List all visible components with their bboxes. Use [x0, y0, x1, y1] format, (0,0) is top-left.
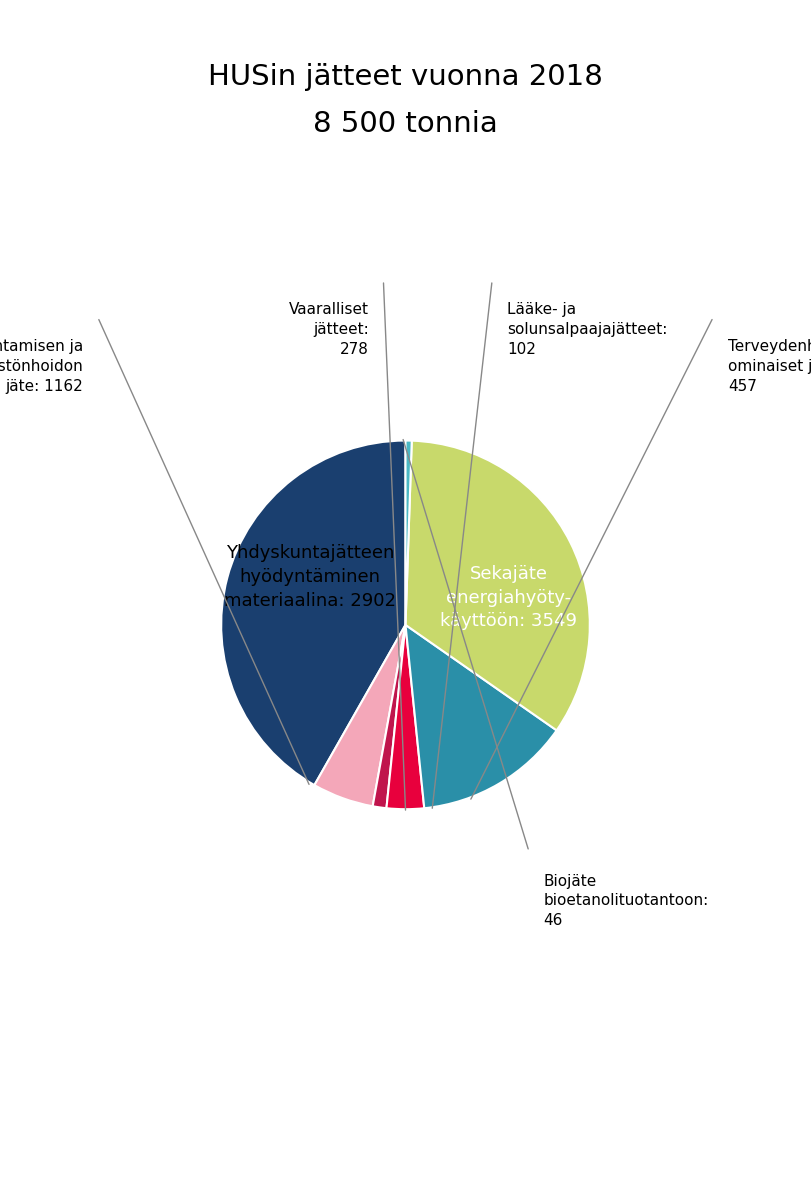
Wedge shape [315, 625, 406, 806]
Wedge shape [387, 625, 424, 809]
Text: HUSin jätteet vuonna 2018: HUSin jätteet vuonna 2018 [208, 62, 603, 91]
Text: Lääke- ja
solunsalpaajajätteet:
102: Lääke- ja solunsalpaajajätteet: 102 [507, 302, 667, 357]
Text: Terveydenhuollolle
ominaiset jätteet:
457: Terveydenhuollolle ominaiset jätteet: 45… [728, 340, 811, 394]
Text: Rakentamisen ja
kiinteistönhoidon
jäte: 1162: Rakentamisen ja kiinteistönhoidon jäte: … [0, 340, 83, 394]
Wedge shape [373, 625, 406, 808]
Text: Biojäte
bioetanolituotantoon:
46: Biojäte bioetanolituotantoon: 46 [543, 874, 709, 928]
Text: 8 500 tonnia: 8 500 tonnia [313, 110, 498, 138]
Wedge shape [406, 441, 412, 625]
Text: Vaaralliset
jätteet:
278: Vaaralliset jätteet: 278 [289, 302, 369, 357]
Text: Sekajäte
energiahyöty-
käyttöön: 3549: Sekajäte energiahyöty- käyttöön: 3549 [440, 565, 577, 630]
Wedge shape [406, 441, 590, 730]
Text: Yhdyskuntajätteen
hyödyntäminen
materiaalina: 2902: Yhdyskuntajätteen hyödyntäminen materiaa… [224, 545, 396, 610]
Wedge shape [221, 441, 406, 785]
Wedge shape [406, 625, 556, 809]
